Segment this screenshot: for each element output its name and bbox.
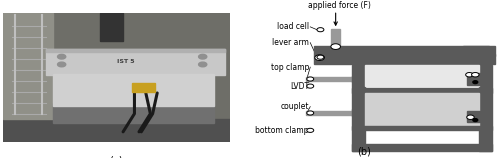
Text: bottom clamp: bottom clamp	[256, 126, 309, 135]
Text: (b): (b)	[357, 146, 370, 156]
Bar	[2, 119, 230, 142]
Bar	[352, 76, 358, 82]
Bar	[466, 73, 479, 85]
Bar	[364, 93, 480, 127]
Bar	[364, 65, 480, 86]
Circle shape	[466, 73, 473, 77]
Text: LVDT: LVDT	[290, 82, 309, 91]
Bar	[462, 54, 495, 64]
Bar	[100, 13, 123, 41]
Circle shape	[317, 55, 324, 59]
Bar	[306, 111, 352, 115]
Bar	[352, 88, 492, 93]
Circle shape	[307, 84, 314, 88]
Bar	[331, 29, 340, 45]
Bar	[46, 49, 226, 52]
Circle shape	[473, 119, 478, 122]
Bar	[352, 109, 358, 116]
Circle shape	[472, 73, 479, 77]
Text: (a): (a)	[110, 155, 123, 158]
Bar	[52, 73, 214, 106]
Bar	[352, 144, 492, 151]
Bar	[94, 75, 121, 106]
Circle shape	[58, 62, 66, 67]
Circle shape	[473, 81, 478, 84]
Bar	[352, 65, 364, 151]
Bar	[2, 13, 52, 119]
Circle shape	[466, 115, 474, 119]
Circle shape	[317, 28, 324, 32]
Bar	[46, 49, 226, 75]
Text: top clamp: top clamp	[270, 63, 309, 72]
Text: applied force (F): applied force (F)	[308, 1, 370, 10]
Circle shape	[198, 62, 207, 67]
Circle shape	[307, 111, 314, 115]
Text: load cell: load cell	[277, 22, 309, 31]
Text: couplet: couplet	[280, 102, 309, 111]
Bar	[480, 65, 492, 151]
Bar	[132, 83, 155, 92]
Bar	[314, 46, 490, 64]
Bar	[466, 111, 479, 122]
Text: lever arm: lever arm	[272, 38, 309, 47]
Circle shape	[331, 44, 340, 49]
Bar	[462, 46, 495, 56]
Bar	[306, 77, 352, 81]
Text: IST 5: IST 5	[116, 59, 134, 64]
Bar	[352, 126, 492, 130]
Circle shape	[58, 54, 66, 59]
Circle shape	[307, 128, 314, 132]
Bar	[52, 103, 214, 123]
Circle shape	[307, 77, 314, 81]
Circle shape	[198, 54, 207, 59]
Circle shape	[315, 55, 324, 61]
